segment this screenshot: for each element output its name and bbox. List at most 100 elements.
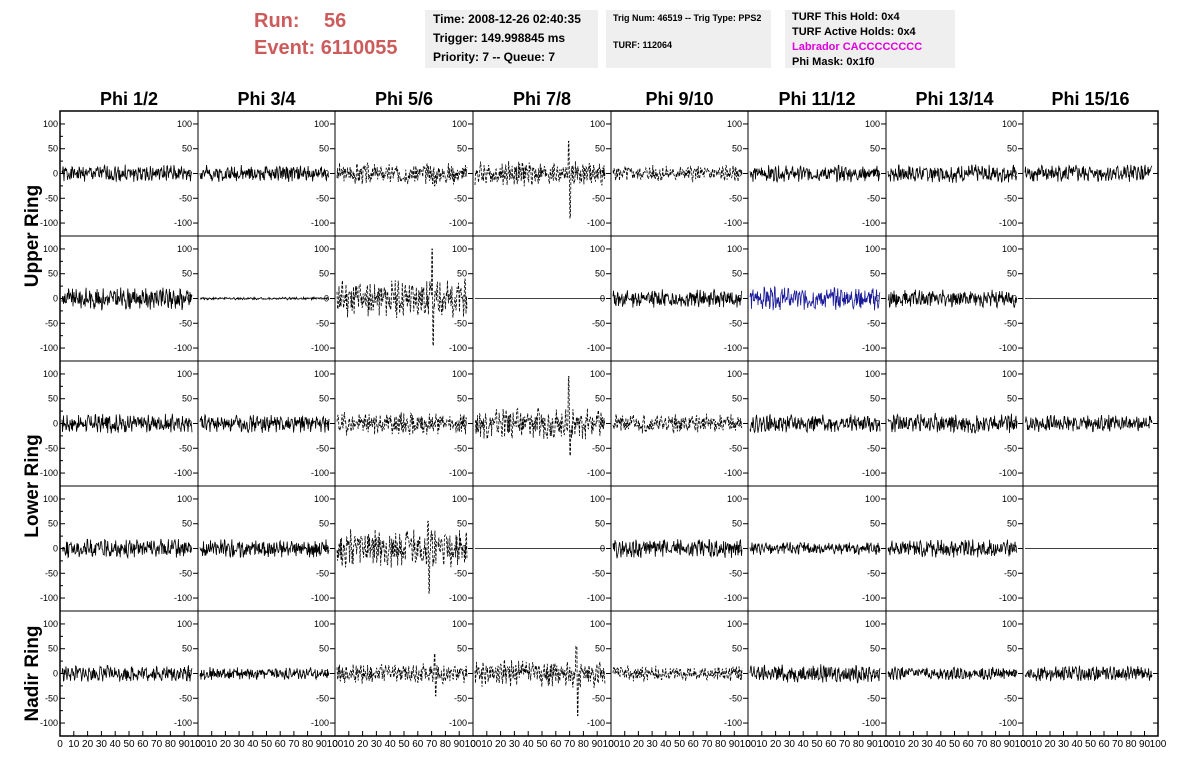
y-tick-label: 50 [319, 144, 329, 154]
y-tick-label: -100 [587, 218, 605, 228]
y-tick-label: 50 [48, 269, 58, 279]
x-tick-label: 90 [1139, 739, 1151, 750]
y-tick-label: 100 [314, 119, 329, 129]
y-tick-label: 100 [177, 369, 192, 379]
y-tick-label: 100 [1002, 369, 1017, 379]
y-tick-label: 50 [595, 269, 605, 279]
x-tick-label: 10 [894, 739, 906, 750]
x-tick-label: 10 [756, 739, 768, 750]
y-tick-label: 0 [53, 544, 58, 554]
waveform-trace [887, 164, 1018, 183]
y-tick-label: 50 [457, 269, 467, 279]
y-tick-label: -100 [862, 718, 880, 728]
y-tick-label: -50 [45, 193, 58, 203]
y-tick-label: -50 [1004, 193, 1017, 203]
x-tick-label: 70 [151, 739, 163, 750]
y-tick-label: 50 [182, 394, 192, 404]
y-tick-label: 50 [319, 394, 329, 404]
y-tick-label: 100 [177, 619, 192, 629]
x-tick-label: 100 [465, 739, 482, 750]
y-tick-label: 100 [452, 244, 467, 254]
x-tick-label: 80 [990, 739, 1002, 750]
x-tick-label: 10 [68, 739, 80, 750]
y-tick-label: 100 [177, 494, 192, 504]
y-tick-label: -100 [724, 718, 742, 728]
x-tick-label: 0 [195, 739, 201, 750]
x-tick-label: 40 [1071, 739, 1083, 750]
y-tick-label: -50 [45, 318, 58, 328]
y-tick-label: 100 [727, 244, 742, 254]
y-tick-label: -100 [999, 718, 1017, 728]
y-tick-label: -50 [729, 568, 742, 578]
y-tick-label: -100 [174, 468, 192, 478]
waveform-trace [61, 287, 193, 311]
waveform-trace [612, 164, 743, 183]
y-tick-label: -100 [449, 343, 467, 353]
y-tick-label: 100 [1002, 494, 1017, 504]
y-tick-label: 50 [870, 394, 880, 404]
y-tick-label: 100 [590, 494, 605, 504]
x-tick-label: 10 [206, 739, 218, 750]
column-title: Phi 13/14 [915, 89, 993, 109]
y-tick-label: 0 [875, 419, 880, 429]
waveform-trace [199, 164, 330, 182]
y-tick-label: -100 [449, 718, 467, 728]
x-tick-label: 60 [1098, 739, 1110, 750]
y-tick-label: -100 [724, 218, 742, 228]
waveform-trace [474, 645, 606, 716]
y-tick-label: -100 [587, 343, 605, 353]
y-tick-label: 50 [457, 144, 467, 154]
y-tick-label: -100 [449, 218, 467, 228]
y-tick-label: -100 [174, 718, 192, 728]
turf-active-holds-text: TURF Active Holds: 0x4 [792, 26, 916, 38]
y-tick-label: 100 [177, 119, 192, 129]
x-tick-label: 20 [770, 739, 782, 750]
y-tick-label: 100 [177, 244, 192, 254]
y-tick-label: 100 [865, 119, 880, 129]
x-tick-label: 100 [740, 739, 757, 750]
waveform-trace [474, 140, 606, 219]
waveform-trace [749, 285, 881, 311]
x-tick-label: 70 [564, 739, 576, 750]
x-tick-label: 0 [745, 739, 751, 750]
x-tick-label: 90 [316, 739, 328, 750]
x-tick-label: 90 [1004, 739, 1016, 750]
waveform-trace [1024, 164, 1153, 182]
y-tick-label: 50 [732, 519, 742, 529]
x-tick-label: 0 [883, 739, 889, 750]
y-tick-label: -50 [592, 318, 605, 328]
trig-num-text: Trig Num: 46519 -- Trig Type: PPS2 [613, 13, 762, 23]
y-tick-label: 0 [1012, 169, 1017, 179]
x-tick-label: 10 [1031, 739, 1043, 750]
x-tick-label: 100 [1015, 739, 1032, 750]
y-tick-label: -100 [724, 468, 742, 478]
y-tick-label: 50 [48, 144, 58, 154]
y-tick-label: -50 [729, 193, 742, 203]
waveform-trace [612, 664, 743, 683]
x-tick-label: 30 [96, 739, 108, 750]
y-tick-label: 100 [452, 619, 467, 629]
y-tick-label: -100 [587, 468, 605, 478]
y-tick-label: -50 [454, 318, 467, 328]
y-tick-label: 50 [48, 644, 58, 654]
y-tick-label: -100 [311, 218, 329, 228]
x-tick-label: 0 [608, 739, 614, 750]
x-tick-label: 20 [633, 739, 645, 750]
y-tick-label: 0 [875, 544, 880, 554]
waveform-trace [749, 414, 881, 434]
y-tick-label: -50 [729, 693, 742, 703]
y-tick-label: -100 [999, 343, 1017, 353]
y-tick-label: 0 [1012, 294, 1017, 304]
x-tick-label: 60 [688, 739, 700, 750]
waveform-trace [612, 539, 743, 559]
y-tick-label: 50 [1007, 394, 1017, 404]
y-tick-label: -100 [311, 593, 329, 603]
waveform-trace [336, 411, 468, 436]
y-tick-label: 50 [457, 519, 467, 529]
y-tick-label: 100 [452, 494, 467, 504]
y-tick-label: 0 [600, 419, 605, 429]
waveform-trace [199, 295, 330, 302]
y-tick-label: -100 [999, 468, 1017, 478]
waveform-trace [887, 412, 1018, 434]
x-tick-label: 10 [343, 739, 355, 750]
